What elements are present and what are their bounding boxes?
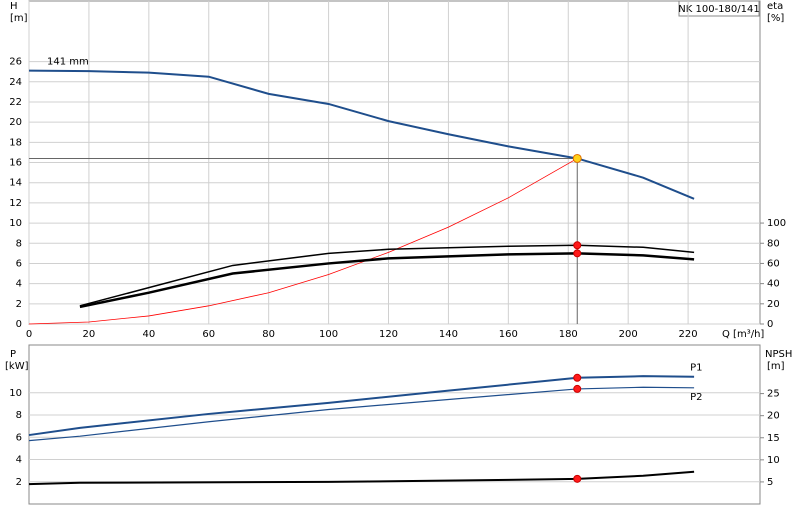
- y2-tick-label: 100: [767, 218, 786, 229]
- x-tick-label: 0: [26, 329, 32, 340]
- y2-tick-label: 20: [767, 411, 780, 422]
- y-axis-unit: [kW]: [5, 361, 29, 372]
- x-tick-label: 180: [559, 329, 578, 340]
- x-tick-label: 60: [202, 329, 215, 340]
- y-tick-label: 4: [16, 455, 22, 466]
- series-line: [28, 375, 695, 437]
- x-tick-label: 120: [379, 329, 398, 340]
- x-tick-label: 140: [439, 329, 458, 340]
- y-tick-label: 10: [9, 218, 22, 229]
- series-line: [28, 386, 695, 442]
- plot-area: [28, 344, 761, 505]
- y-axis-label: H: [10, 1, 18, 12]
- series-label: P1: [690, 363, 702, 374]
- y2-axis-unit: [m]: [767, 361, 785, 372]
- y-axis-label: P: [10, 349, 16, 360]
- y-tick-label: 0: [16, 319, 22, 330]
- y-tick-label: 6: [16, 258, 22, 269]
- y-tick-label: 18: [9, 137, 22, 148]
- y-tick-label: 16: [9, 158, 22, 169]
- y2-axis-label: NPSH: [765, 349, 792, 360]
- y-tick-label: 2: [16, 299, 22, 310]
- y2-tick-label: 15: [767, 433, 780, 444]
- duty-marker: [573, 241, 582, 250]
- y-tick-label: 12: [9, 198, 22, 209]
- y-tick-label: 20: [9, 117, 22, 128]
- x-tick-label: 200: [619, 329, 638, 340]
- x-tick-label: 20: [83, 329, 96, 340]
- x-tick-label: 80: [262, 329, 275, 340]
- series-line: [79, 252, 695, 309]
- y2-tick-label: 40: [767, 279, 780, 290]
- y-tick-label: 24: [9, 77, 22, 88]
- series-line: [79, 244, 695, 307]
- y2-tick-label: 80: [767, 238, 780, 249]
- x-tick-label: 100: [319, 329, 338, 340]
- y-tick-label: 4: [16, 279, 22, 290]
- y2-tick-label: 10: [767, 455, 780, 466]
- y-tick-label: 26: [9, 57, 22, 68]
- duty-marker: [573, 384, 582, 393]
- y2-tick-label: 0: [767, 319, 773, 330]
- x-tick-label: 220: [679, 329, 698, 340]
- duty-marker: [573, 373, 582, 382]
- y2-tick-label: 5: [767, 477, 773, 488]
- y-tick-label: 10: [9, 388, 22, 399]
- series-line: [28, 470, 695, 486]
- y-tick-label: 2: [16, 477, 22, 488]
- y2-tick-label: 25: [767, 389, 780, 400]
- series-label: 141 mm: [47, 57, 89, 68]
- duty-marker: [573, 474, 582, 483]
- y-tick-label: 14: [9, 178, 22, 189]
- y2-tick-label: 20: [767, 299, 780, 310]
- series-line: [28, 158, 578, 325]
- x-tick-label: 40: [142, 329, 155, 340]
- y-tick-label: 6: [16, 432, 22, 443]
- y-tick-label: 8: [16, 238, 22, 249]
- y2-tick-label: 60: [767, 258, 780, 269]
- y-axis-unit: [m]: [10, 13, 28, 24]
- y2-axis-unit: [%]: [767, 13, 784, 24]
- y2-axis-label: eta: [767, 1, 783, 12]
- chart-title: NK 100-180/141: [678, 4, 759, 15]
- series-line: [28, 69, 695, 200]
- duty-marker: [573, 249, 582, 258]
- x-axis-label: Q [m³/h]: [722, 329, 764, 340]
- y-tick-label: 8: [16, 410, 22, 421]
- series-label: P2: [690, 392, 702, 403]
- y-tick-label: 22: [9, 97, 22, 108]
- duty-point: [572, 153, 582, 163]
- x-tick-label: 160: [499, 329, 518, 340]
